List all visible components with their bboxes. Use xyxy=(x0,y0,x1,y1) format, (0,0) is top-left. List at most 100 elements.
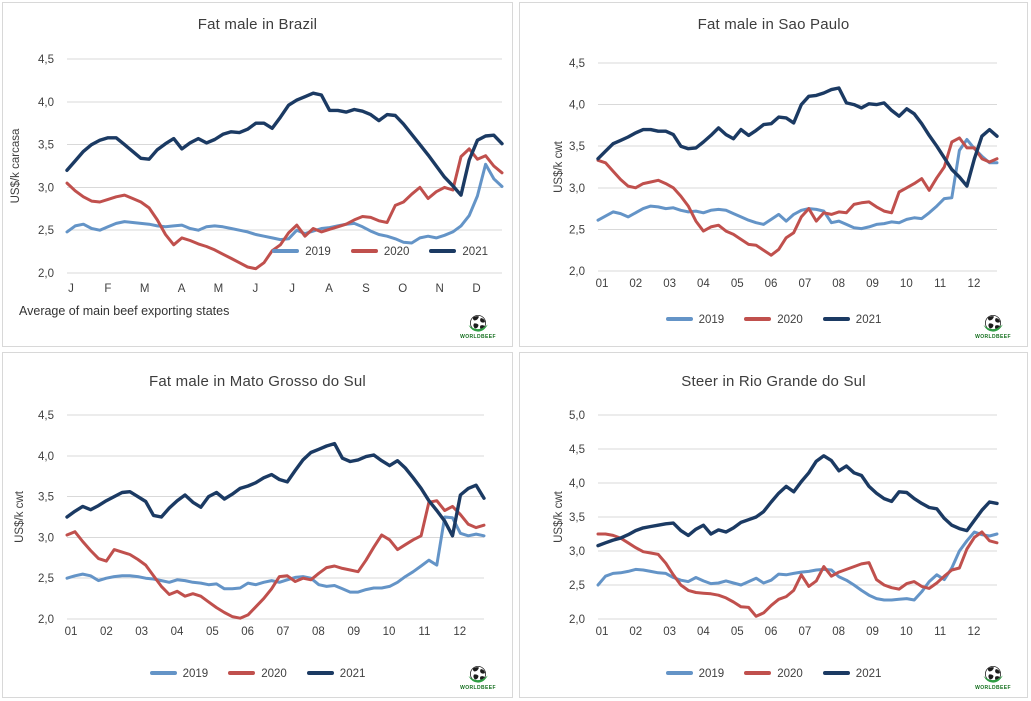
x-tick-label: 02 xyxy=(100,626,113,638)
x-tick-label: 09 xyxy=(866,626,879,638)
x-tick-label: 10 xyxy=(383,626,396,638)
chart-title: Fat male in Brazil xyxy=(197,16,318,33)
x-tick-label: 05 xyxy=(731,278,744,290)
line-2021 xyxy=(596,86,999,188)
y-axis-title: US$/k cwt xyxy=(14,490,26,543)
legend-item-2019: 2019 xyxy=(665,668,724,680)
x-tick-label: 02 xyxy=(629,626,642,638)
legend-swatch xyxy=(350,249,378,253)
legend-swatch xyxy=(822,317,850,321)
globe-logo-icon xyxy=(983,315,1003,332)
chart-svg: 2,0 2,5 3,0 3,5 4,0 4,5 US$/k cwt 01 02 03 04 05 06 0… xyxy=(553,58,999,290)
y-axis-title: US$/k carcasa xyxy=(10,128,22,203)
y-tick-label: 2,0 xyxy=(569,614,585,626)
y-tick-label: 2,0 xyxy=(38,268,54,280)
x-tick-label: 08 xyxy=(832,278,845,290)
y-tick-label: 3,0 xyxy=(569,183,585,195)
chart-svg: 2,0 2,5 3,0 3,5 4,0 4,5 US$/k cwt 01 02 03 04 05 06 0… xyxy=(14,410,486,638)
panel-fat-male-brazil: Fat male in Brazil 2,0 2,5 3,0 3,5 4,0 4,5 US$… xyxy=(2,2,513,347)
x-tick-label: 11 xyxy=(418,626,430,638)
y-axis-title: US$/k cwt xyxy=(553,140,565,193)
line-2021 xyxy=(596,454,999,548)
legend-label: 2019 xyxy=(182,668,209,680)
logo-caption: WORLDBEEF xyxy=(975,334,1011,340)
y-axis-title: US$/k cwt xyxy=(553,490,565,543)
logo-caption: WORLDBEEF xyxy=(460,685,496,691)
legend-swatch xyxy=(306,671,334,675)
x-tick-label: 10 xyxy=(900,626,913,638)
legend-item-2021: 2021 xyxy=(306,668,365,680)
legend-item-2019: 2019 xyxy=(272,246,331,258)
x-tick-label: 03 xyxy=(135,626,148,638)
x-tick-label: J xyxy=(289,283,295,295)
x-tick-label: 01 xyxy=(596,278,609,290)
chart-legend: 2019 2020 2021 xyxy=(3,668,512,680)
x-tick-label: 03 xyxy=(663,278,676,290)
chart-title: Steer in Rio Grande do Sul xyxy=(681,373,866,390)
x-tick-label: M xyxy=(140,283,150,295)
y-tick-label: 4,5 xyxy=(569,58,585,70)
legend-swatch xyxy=(228,671,256,675)
legend-item-2020: 2020 xyxy=(744,314,803,326)
x-tick-label: D xyxy=(472,283,480,295)
legend-swatch xyxy=(822,671,850,675)
chart-plot-area: 2,0 2,5 3,0 3,5 4,0 4,5 US$/k cwt 01 02 03 04 05 06 0… xyxy=(520,3,1027,346)
line-2021 xyxy=(65,91,504,197)
x-tick-label: 09 xyxy=(347,626,360,638)
chart-title: Fat male in Sao Paulo xyxy=(697,16,850,33)
legend-swatch xyxy=(149,671,177,675)
y-tick-label: 3,0 xyxy=(38,532,54,544)
y-tick-label: 3,0 xyxy=(569,546,585,558)
line-2020 xyxy=(65,499,486,620)
y-tick-label: 3,0 xyxy=(38,182,54,194)
x-tick-label: 09 xyxy=(866,278,879,290)
x-tick-label: 06 xyxy=(765,278,778,290)
legend-label: 2019 xyxy=(305,246,331,258)
y-tick-label: 4,5 xyxy=(38,410,54,422)
legend-item-2019: 2019 xyxy=(149,668,209,680)
x-tick-label: A xyxy=(325,283,333,295)
legend-item-2019: 2019 xyxy=(665,314,724,326)
x-tick-label: 04 xyxy=(171,626,184,638)
y-tick-label: 2,5 xyxy=(569,224,585,236)
y-tick-label: 4,5 xyxy=(569,444,585,456)
x-tick-label: 05 xyxy=(206,626,219,638)
legend-item-2020: 2020 xyxy=(228,668,287,680)
logo-caption: WORLDBEEF xyxy=(460,334,496,340)
y-tick-label: 2,5 xyxy=(38,573,54,585)
legend-item-2020: 2020 xyxy=(744,668,803,680)
y-tick-label: 3,5 xyxy=(38,492,54,504)
y-tick-label: 3,5 xyxy=(569,141,585,153)
panel-fat-male-sao-paulo: Fat male in Sao Paulo 2,0 2,5 3,0 3,5 4,0 4,5… xyxy=(519,2,1028,347)
worldbeef-logo: WORLDBEEF xyxy=(456,665,500,691)
legend-label: 2020 xyxy=(777,668,803,680)
y-tick-label: 2,0 xyxy=(569,266,585,278)
x-tick-label: 12 xyxy=(968,278,981,290)
x-tick-label: 03 xyxy=(663,626,676,638)
logo-caption: WORLDBEEF xyxy=(975,685,1011,691)
y-tick-label: 5,0 xyxy=(569,410,585,422)
x-tick-label: 01 xyxy=(596,626,609,638)
y-tick-label: 3,5 xyxy=(38,140,54,152)
x-tick-label: 10 xyxy=(900,278,913,290)
x-tick-label: 12 xyxy=(453,626,466,638)
x-tick-label: 07 xyxy=(798,626,811,638)
globe-logo-icon xyxy=(983,666,1003,683)
x-tick-label: 12 xyxy=(968,626,981,638)
line-2019 xyxy=(596,530,999,602)
globe-logo-icon xyxy=(468,666,488,683)
chart-legend: 2019 2020 2021 xyxy=(520,668,1027,680)
y-tick-label: 3,5 xyxy=(569,512,585,524)
chart-title: Fat male in Mato Grosso do Sul xyxy=(149,373,366,390)
y-tick-label: 4,0 xyxy=(569,100,585,112)
legend-swatch xyxy=(665,317,693,321)
x-tick-label: 01 xyxy=(65,626,78,638)
legend-item-2020: 2020 xyxy=(350,246,409,258)
x-tick-label: J xyxy=(252,283,258,295)
legend-label: 2021 xyxy=(855,314,882,326)
line-2020 xyxy=(65,147,504,271)
x-tick-label: J xyxy=(68,283,74,295)
x-tick-label: 04 xyxy=(697,626,710,638)
chart-legend: 2019 2020 2021 xyxy=(520,314,1027,326)
